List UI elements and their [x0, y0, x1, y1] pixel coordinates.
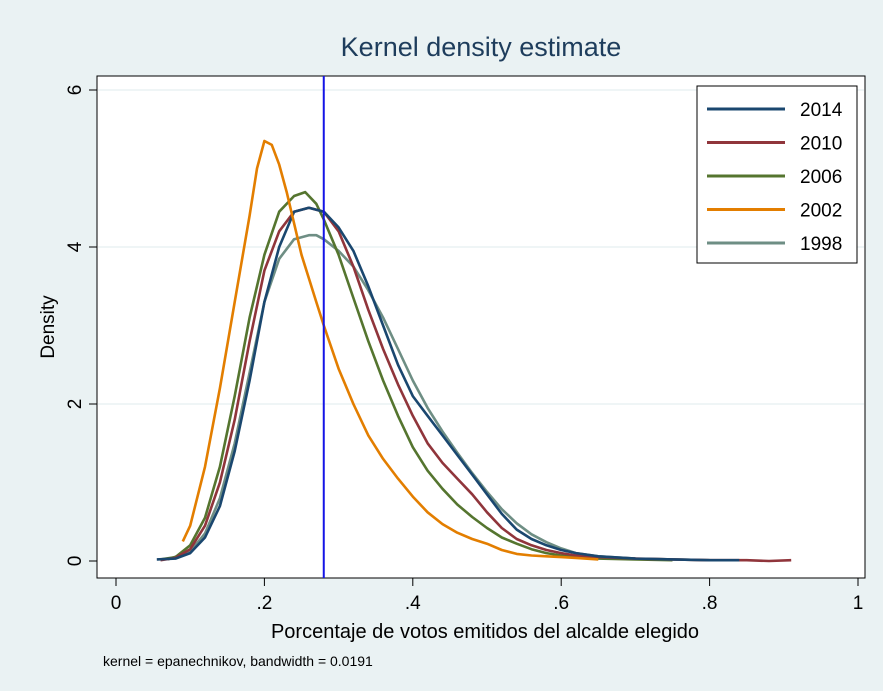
x-tick-label: 1 [853, 593, 864, 614]
legend-label-1998: 1998 [800, 234, 842, 255]
legend-label-2002: 2002 [800, 201, 842, 222]
series-line-2002 [181, 139, 599, 561]
legend-label-2014: 2014 [800, 100, 843, 121]
y-axis-label: Density [38, 295, 59, 359]
axes: 0 2 4 6 0 .2 .4 .6 .8 1 [65, 85, 863, 614]
x-tick-label: 0 [111, 593, 122, 614]
x-tick-label: .4 [405, 593, 421, 614]
series-line-2006 [160, 190, 673, 562]
y-tick-label: 2 [65, 399, 86, 410]
series-line-2014 [156, 206, 740, 562]
legend-label-2010: 2010 [800, 134, 842, 155]
series-lines [156, 139, 792, 563]
y-tick-label: 6 [65, 85, 86, 96]
legend: 2014 2010 2006 2002 1998 [696, 85, 858, 264]
x-tick-label: .6 [553, 593, 569, 614]
y-tick-label: 0 [65, 556, 86, 567]
y-tick-label: 4 [65, 241, 86, 252]
x-axis-label: Porcentaje de votos emitidos del alcalde… [271, 621, 699, 643]
kernel-note: kernel = epanechnikov, bandwidth = 0.019… [103, 653, 373, 669]
legend-label-2006: 2006 [800, 167, 842, 188]
chart-title: Kernel density estimate [341, 32, 622, 62]
x-tick-label: .8 [702, 593, 718, 614]
x-tick-label: .2 [256, 593, 272, 614]
